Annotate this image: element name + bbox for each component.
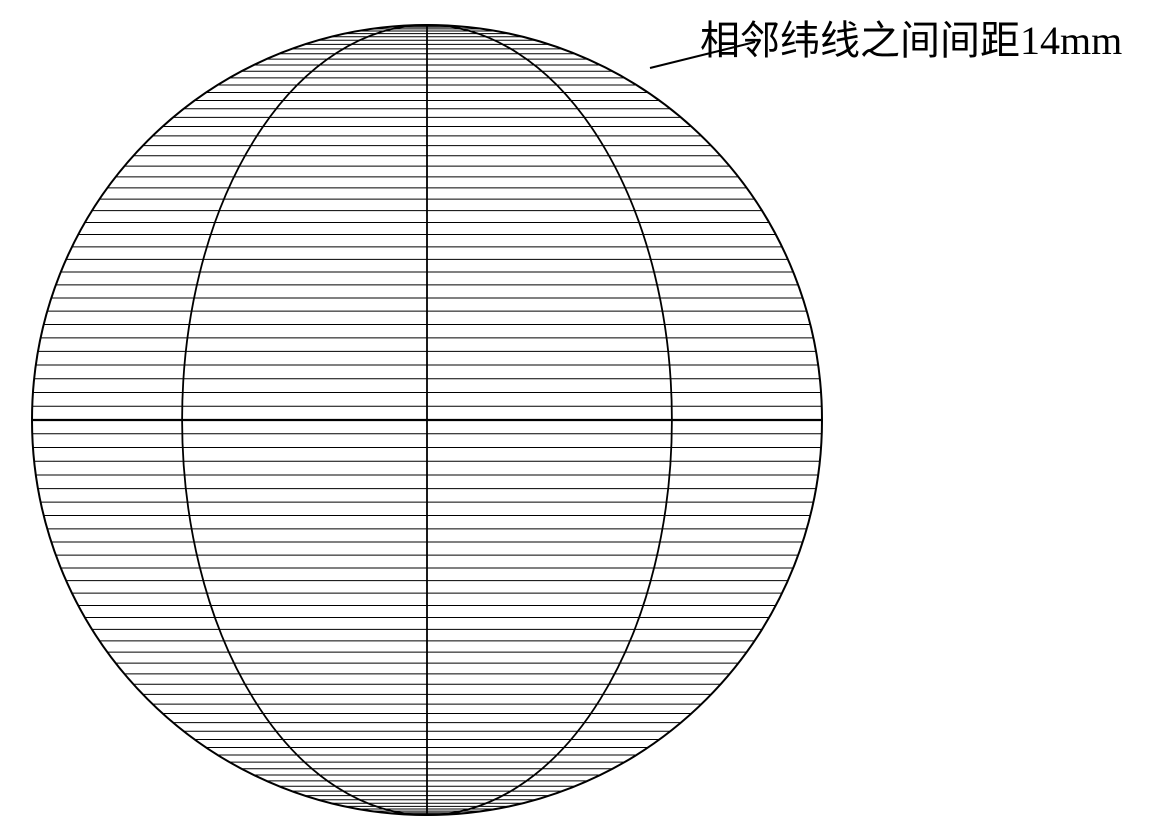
diagram-container: 相邻纬线之间间距14mm	[0, 0, 1170, 826]
annotation-label: 相邻纬线之间间距14mm	[700, 8, 1122, 66]
sphere-diagram	[0, 0, 1170, 826]
